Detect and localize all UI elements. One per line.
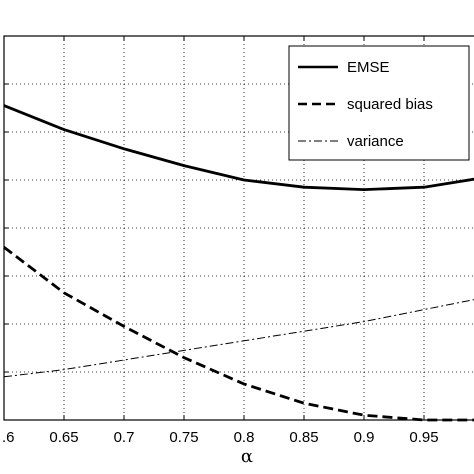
x-tick-label: .6 — [2, 429, 15, 446]
series-line-squared-bias — [3, 246, 474, 422]
x-tick-label: 0.7 — [114, 429, 135, 446]
series-line-emse — [3, 104, 474, 192]
x-tick-label: 0.85 — [289, 429, 318, 446]
x-tick-label: 0.8 — [234, 429, 255, 446]
legend: EMSE squared bias variance — [288, 45, 470, 161]
y-ticks — [4, 35, 9, 421]
series-line-variance — [3, 299, 474, 378]
legend-label-emse: EMSE — [347, 59, 390, 76]
x-axis-label: α — [241, 446, 253, 467]
legend-label-squared-bias: squared bias — [347, 96, 433, 113]
x-ticks: .6 0.65 0.7 0.75 0.8 0.85 0.9 0.95 — [2, 36, 439, 446]
x-tick-label: 0.75 — [169, 429, 198, 446]
x-tick-label: 0.9 — [354, 429, 375, 446]
series-layer — [3, 104, 474, 422]
x-tick-label: 0.95 — [409, 429, 438, 446]
legend-label-variance: variance — [347, 133, 404, 150]
x-tick-label: 0.65 — [49, 429, 78, 446]
